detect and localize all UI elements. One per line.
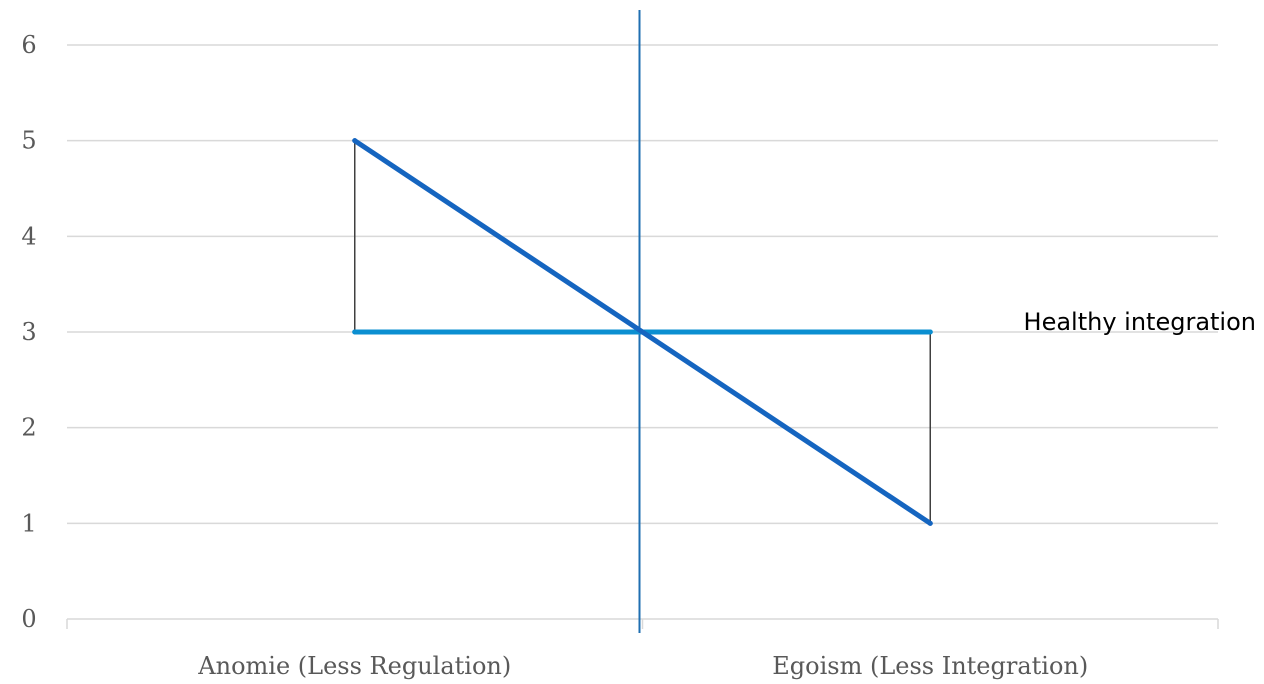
x-category-label-1: Egoism (Less Integration) — [772, 652, 1088, 680]
series-lines — [352, 138, 933, 526]
y-tick-label-6: 6 — [21, 31, 36, 59]
y-tick-label-3: 3 — [21, 318, 36, 346]
x-axis — [66, 618, 1219, 629]
series-1-point-1 — [927, 329, 933, 335]
y-tick-label-2: 2 — [21, 414, 36, 442]
y-tick-label-1: 1 — [21, 509, 36, 537]
x-category-label-0: Anomie (Less Regulation) — [197, 652, 511, 680]
drop-lines — [354, 140, 931, 524]
y-axis-tick-labels: 0 1 2 3 4 5 6 — [21, 31, 36, 633]
x-axis-category-labels: Anomie (Less Regulation) Egoism (Less Int… — [197, 652, 1088, 680]
series-line-0 — [352, 138, 933, 526]
series-1-point-0 — [352, 329, 358, 335]
annotation-healthy-integration: Healthy integration — [1024, 308, 1256, 336]
y-tick-label-4: 4 — [21, 222, 36, 250]
annotations: Healthy integration — [1024, 308, 1256, 336]
series-0-point-0 — [352, 138, 358, 144]
y-tick-label-0: 0 — [21, 605, 36, 633]
y-tick-label-5: 5 — [21, 127, 36, 155]
series-0-point-1 — [927, 520, 933, 526]
gridlines — [67, 44, 1218, 525]
